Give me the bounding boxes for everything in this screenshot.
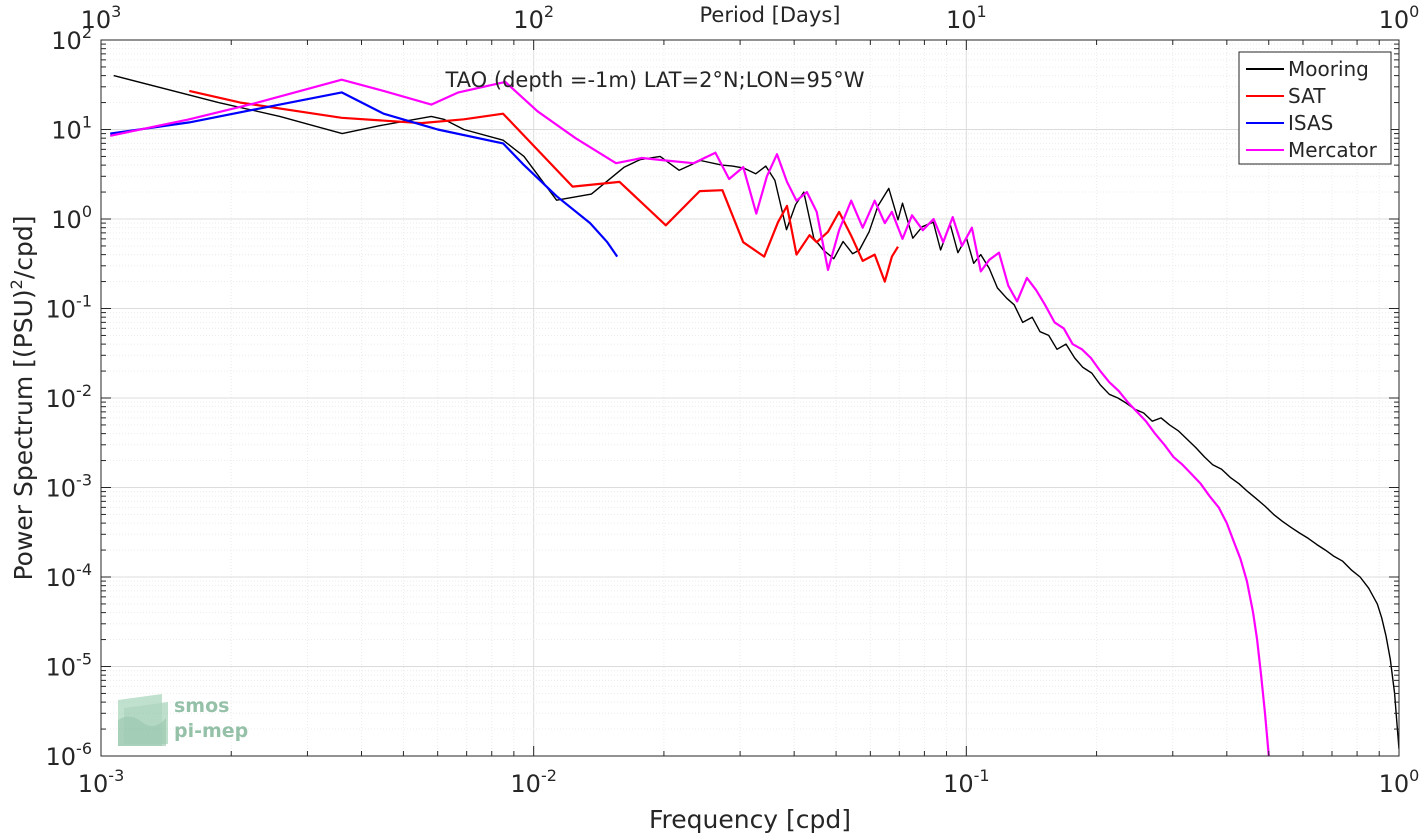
legend-box [1238,51,1392,165]
logo-line-2: pi-mep [174,720,248,742]
y-tick-label-base: 10 [46,743,77,771]
y-tick-label-exp: -3 [76,471,92,490]
y-tick-label-exp: -5 [76,650,92,669]
y-tick-label-base: 10 [51,206,82,234]
y-tick-label: 102 [51,23,92,55]
y-tick-label-exp: 0 [82,202,92,221]
top-tick-label-base: 10 [81,6,112,34]
y-tick-label-base: 10 [46,296,77,324]
y-tick-label-exp: 2 [82,23,92,42]
y-tick-label-base: 10 [51,117,82,145]
x-tick-label: 100 [1379,766,1420,798]
top-tick-label-exp: 2 [544,2,554,21]
y-tick-label: 101 [51,113,92,145]
logo-line-1: smos [174,695,229,717]
x-axis-label: Frequency [cpd] [649,805,851,834]
y-tick-label-base: 10 [46,475,77,503]
top-tick-label-exp: 3 [111,2,121,21]
top-tick-label-exp: 1 [977,2,987,21]
y-axis-label: Power Spectrum [(PSU)2/cpd] [7,216,38,581]
y-axis-label-sup: 2 [7,279,26,289]
top-tick-label: 100 [1379,2,1420,34]
x-tick-label-exp: -1 [974,766,990,785]
y-tick-label: 10-4 [46,560,93,592]
chart-title: TAO (depth =-1m) LAT=2°N;LON=95°W [444,68,864,92]
legend-label-sat: SAT [1288,84,1326,108]
x-tick-label-base: 10 [943,770,974,798]
top-tick-label-exp: 0 [1409,2,1419,21]
y-tick-label-exp: 1 [82,113,92,132]
top-tick-label: 102 [513,2,554,34]
logo-waves-icon [118,694,168,746]
y-tick-label-exp: -2 [76,381,92,400]
top-tick-label: 101 [946,2,987,34]
top-tick-label: 103 [81,2,122,34]
y-tick-label: 100 [51,202,92,234]
x-tick-label-base: 10 [1379,770,1410,798]
legend-label-mooring: Mooring [1288,57,1369,81]
y-tick-label-exp: -6 [76,739,92,758]
series-line-mooring [113,74,1399,749]
y-tick-label: 10-5 [46,650,93,682]
series-line-sat [189,89,899,283]
legend-label-mercator: Mercator [1288,138,1378,162]
y-axis-label-end: /cpd] [9,216,38,280]
y-tick-label-base: 10 [51,27,82,55]
y-tick-label-base: 10 [46,385,77,413]
y-tick-label-exp: -1 [76,292,92,311]
y-tick-label: 10-6 [46,739,93,771]
tick-marks [100,39,1400,757]
y-tick-label-exp: -4 [76,560,92,579]
y-tick-label-base: 10 [46,654,77,682]
y-tick-label-base: 10 [46,564,77,592]
x-tick-label: 10-2 [510,766,557,798]
series-line-isas [110,91,619,258]
top-tick-label-base: 10 [1379,6,1410,34]
top-tick-label-base: 10 [946,6,977,34]
x-tick-label-base: 10 [78,770,109,798]
x-tick-label-exp: -3 [108,766,124,785]
top-tick-label-base: 10 [513,6,544,34]
x-tick-label: 10-3 [78,766,125,798]
x-tick-label-base: 10 [510,770,541,798]
x-tick-label-exp: -2 [541,766,557,785]
series-line-mercator [109,78,1270,756]
x-tick-label: 10-1 [943,766,990,798]
legend-label-isas: ISAS [1288,111,1333,135]
y-tick-label: 10-1 [46,292,93,324]
y-axis-label-main: Power Spectrum [(PSU) [9,289,38,580]
top-axis-label: Period [Days] [700,3,841,27]
legend: Mooring SAT ISAS Mercator [1238,51,1392,165]
series-layer [109,74,1399,756]
x-tick-label-exp: 0 [1409,766,1419,785]
y-tick-label: 10-2 [46,381,93,413]
y-tick-label: 10-3 [46,471,93,503]
smos-pimep-logo: smos pi-mep [118,694,248,746]
